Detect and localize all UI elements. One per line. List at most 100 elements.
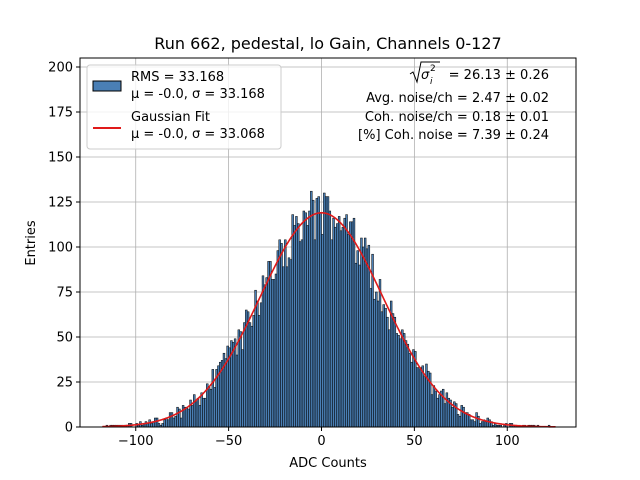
x-tick-label: 100	[495, 434, 520, 449]
histogram-bar	[384, 307, 387, 428]
histogram-bar	[187, 408, 190, 428]
histogram-bar	[246, 311, 250, 428]
histogram-bar	[324, 196, 328, 428]
histogram-bar	[302, 210, 306, 428]
legend: RMS = 33.168 μ = -0.0, σ = 33.168 Gaussi…	[86, 64, 282, 150]
histogram-bar	[285, 266, 289, 428]
histogram-bar	[464, 412, 467, 428]
histogram-bar	[367, 244, 371, 428]
histogram-bar	[204, 397, 207, 428]
x-axis-label: ADC Counts	[289, 456, 367, 471]
histogram-bar	[269, 261, 272, 428]
histogram-bar	[165, 417, 168, 428]
histogram-bar	[421, 365, 424, 428]
histogram-bar	[397, 334, 400, 428]
histogram-bar	[313, 239, 317, 428]
histogram-bar	[399, 338, 402, 428]
histogram-bar	[295, 216, 298, 428]
histogram-bar	[371, 253, 374, 428]
histogram-bar	[358, 264, 361, 428]
histogram-bar	[194, 401, 198, 428]
histogram-bar	[267, 261, 270, 428]
histogram-bar	[339, 230, 343, 428]
y-tick-label: 50	[56, 331, 73, 346]
histogram-bar	[287, 257, 291, 428]
histogram-bar	[297, 223, 300, 428]
histogram-bar	[185, 406, 188, 428]
legend-fit-stats: μ = -0.0, σ = 33.068	[131, 127, 265, 142]
histogram-bar	[168, 412, 172, 428]
histogram-bar	[330, 239, 333, 428]
x-tick-label: 50	[406, 434, 423, 449]
histogram-bar	[375, 291, 378, 428]
histogram-bar	[341, 226, 345, 428]
legend-fit-label: Gaussian Fit	[131, 110, 210, 125]
histogram-bar	[170, 412, 174, 428]
histogram-bar	[211, 369, 215, 428]
histogram-bar	[425, 363, 428, 428]
histogram-bar	[284, 239, 287, 428]
histogram-bar	[263, 284, 267, 428]
histogram-bar	[254, 289, 257, 428]
y-tick-label: 150	[48, 151, 73, 166]
histogram-bar	[334, 226, 337, 428]
histogram-bar	[475, 412, 478, 428]
histogram-bar	[382, 304, 385, 428]
pct-coh-noise-text: [%] Coh. noise = 7.39 ± 0.24	[358, 128, 549, 143]
coh-noise-text: Coh. noise/ch = 0.18 ± 0.01	[365, 110, 549, 125]
histogram-bar	[456, 414, 460, 428]
y-tick-label: 125	[48, 196, 73, 211]
histogram-bar	[415, 367, 419, 428]
histogram-bar	[458, 415, 462, 428]
histogram-bar	[481, 421, 484, 428]
avg-noise-text: Avg. noise/ch = 2.47 ± 0.02	[366, 91, 549, 106]
histogram-bar	[250, 325, 254, 428]
y-tick-label: 0	[65, 421, 73, 436]
histogram-bar	[304, 212, 307, 428]
histogram-bar	[479, 423, 482, 428]
histogram-bar	[473, 421, 476, 428]
histogram-bar	[243, 322, 246, 428]
histogram-bar	[300, 239, 304, 428]
histogram-bar	[280, 243, 283, 428]
histogram-bar	[180, 417, 183, 428]
legend-histogram-label: RMS = 33.168	[131, 70, 224, 85]
chart-title: Run 662, pedestal, lo Gain, Channels 0-1…	[154, 34, 501, 53]
histogram-bar	[174, 415, 177, 428]
histogram-bar	[200, 392, 203, 428]
histogram-bar	[373, 298, 376, 428]
histogram-bar	[326, 196, 330, 428]
histogram-bar	[443, 403, 447, 428]
histogram-bar	[441, 388, 445, 428]
histogram-bar	[378, 279, 382, 428]
histogram-bar	[265, 277, 268, 428]
histogram-bar	[363, 237, 367, 428]
y-tick-label: 175	[48, 106, 73, 121]
histogram-bar	[395, 333, 398, 428]
histogram-bar	[237, 329, 241, 428]
histogram-bar	[388, 329, 391, 428]
y-axis-ticks: 0 25 50 75 100 125 150 175 200	[48, 61, 80, 436]
histogram-bar	[349, 221, 352, 428]
legend-histogram-swatch	[92, 80, 122, 92]
histogram-bar	[438, 394, 441, 428]
histogram-bar	[310, 190, 313, 428]
histogram-bar	[393, 316, 397, 428]
histogram-bar	[402, 333, 406, 428]
histogram-bar	[436, 397, 439, 428]
histogram-bar	[155, 417, 159, 428]
histogram-bar	[172, 417, 175, 428]
histogram-bar	[486, 417, 489, 428]
histogram-bar	[347, 234, 350, 428]
histogram-bar	[321, 234, 324, 428]
sqrt-sigma-symbol: σ i 2	[409, 61, 440, 87]
histogram-bars	[105, 190, 551, 428]
histogram-bar	[252, 315, 255, 428]
histogram-bar	[311, 199, 315, 428]
histogram-bar	[332, 217, 335, 428]
plot-frame	[79, 57, 577, 428]
histogram-bar	[272, 279, 276, 428]
y-tick-label: 100	[48, 241, 73, 256]
histogram-bar	[317, 196, 320, 428]
